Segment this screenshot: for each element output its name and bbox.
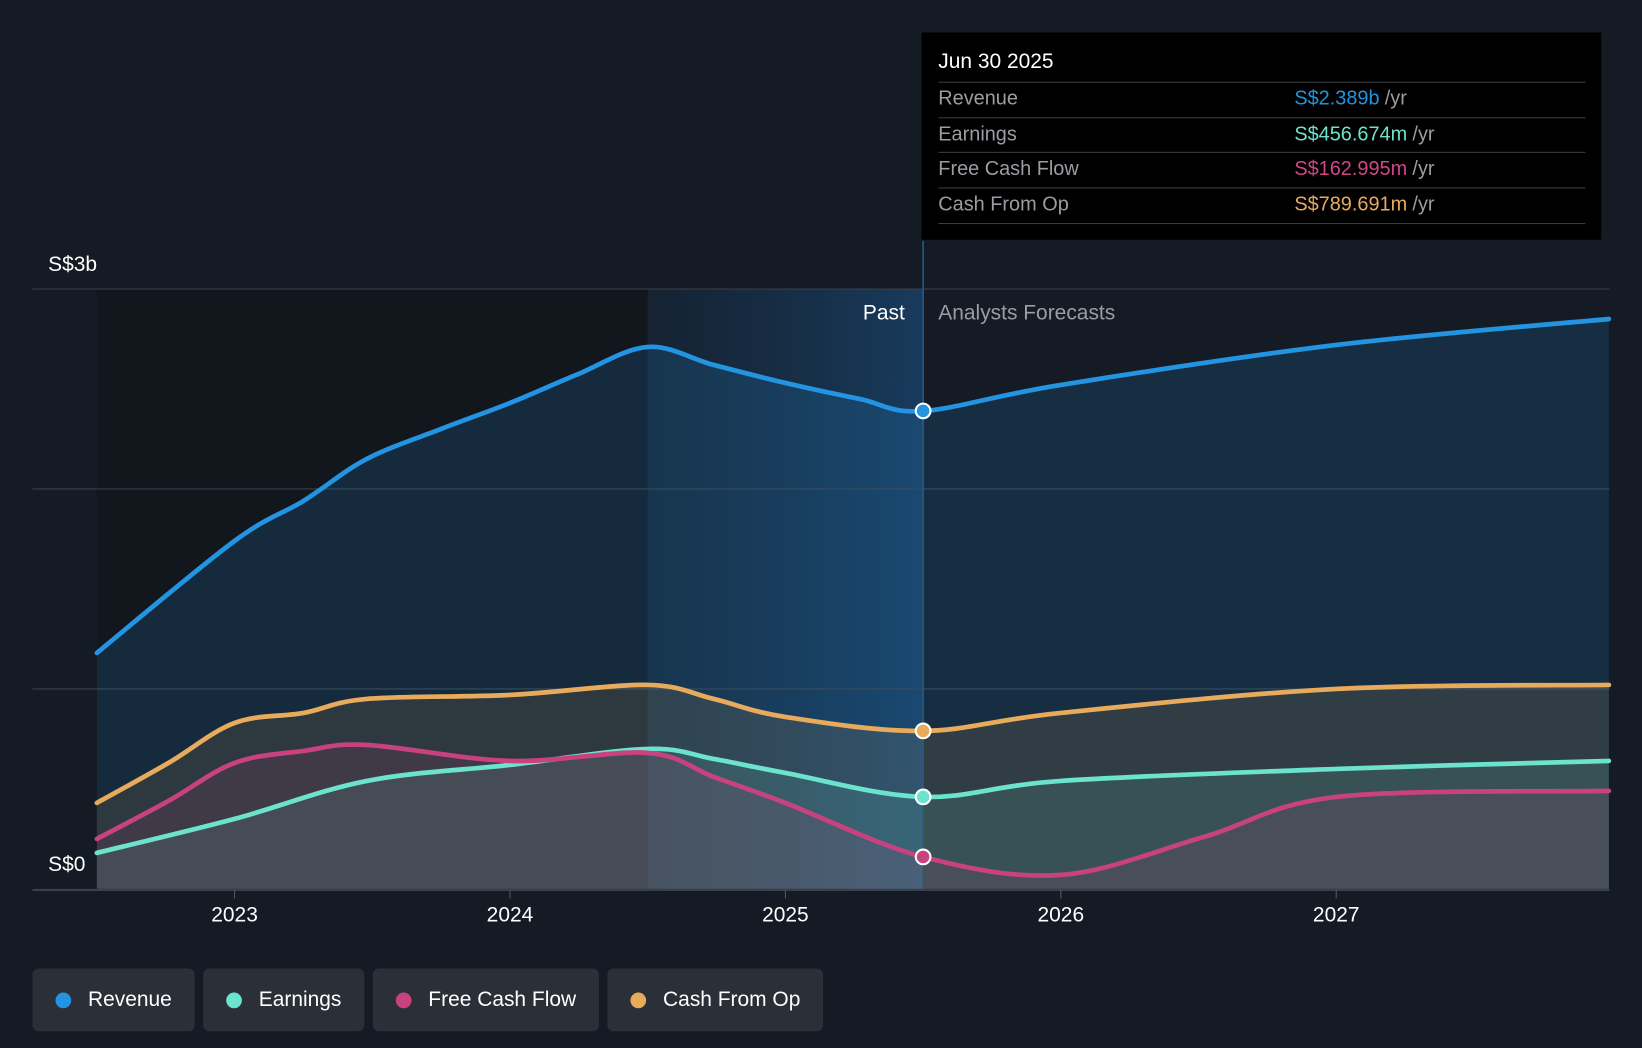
line-revenue (94, 316, 1612, 656)
tooltip-label: Free Cash Flow (938, 158, 1079, 181)
x-tick-label: 2026 (1038, 903, 1085, 926)
tooltip-row: Revenue S$2.389b/yr (938, 81, 1586, 118)
area-free-cash-flow (96, 744, 1609, 889)
tooltip-value: S$2.389b/yr (1294, 87, 1407, 110)
legend-dot-icon (55, 992, 72, 1008)
line-earnings (94, 746, 1612, 856)
legend-dot-icon (395, 992, 412, 1008)
x-tick-label: 2024 (487, 903, 534, 926)
legend-label: Revenue (87, 987, 172, 1011)
marker-cash-from-op[interactable] (914, 722, 932, 740)
legend-item-free-cash-flow[interactable]: Free Cash Flow (372, 968, 600, 1032)
area-revenue (96, 318, 1609, 889)
legend-item-earnings[interactable]: Earnings (203, 968, 365, 1032)
legend-item-cash-from-op[interactable]: Cash From Op (607, 968, 824, 1032)
line-free-cash-flow (94, 742, 1612, 878)
tooltip-value: S$456.674m/yr (1294, 123, 1435, 146)
marker-free-cash-flow[interactable] (914, 848, 932, 866)
legend-label: Cash From Op (663, 987, 801, 1011)
tooltip-label: Earnings (938, 123, 1017, 146)
legend-dot-icon (630, 992, 647, 1008)
legend-label: Earnings (258, 987, 342, 1011)
tooltip-label: Revenue (938, 87, 1018, 110)
forecast-label: Analysts Forecasts (938, 301, 1116, 325)
highlight-region (647, 288, 924, 889)
tooltip-row: Earnings S$456.674m/yr (938, 116, 1586, 153)
marker-earnings[interactable] (914, 788, 932, 806)
marker-revenue[interactable] (914, 402, 932, 420)
x-tick-label: 2025 (762, 903, 809, 926)
past-label: Past (862, 301, 905, 325)
tooltip-date: Jun 30 2025 (938, 50, 1054, 74)
area-earnings (96, 748, 1609, 889)
tooltip-row: Free Cash Flow S$162.995m/yr (938, 151, 1586, 188)
legend-dot-icon (226, 992, 242, 1008)
tooltip-value: S$162.995m/yr (1294, 158, 1435, 181)
y-label-bottom: S$0 (48, 853, 86, 877)
legend: Revenue Earnings Free Cash Flow Cash From O… (32, 968, 824, 1032)
x-tick-label: 2027 (1313, 903, 1360, 926)
legend-item-revenue[interactable]: Revenue (32, 968, 195, 1032)
y-label-top: S$3b (48, 253, 98, 277)
tooltip-value: S$789.691m/yr (1294, 193, 1435, 216)
tooltip: Jun 30 2025 Revenue S$2.389b/yr Earnings S$… (921, 32, 1602, 240)
line-cash-from-op (94, 682, 1612, 806)
tooltip-label: Cash From Op (938, 193, 1069, 216)
legend-label: Free Cash Flow (428, 987, 577, 1011)
tooltip-row: Cash From Op S$789.691m/yr (938, 186, 1586, 224)
x-tick-label: 2023 (211, 903, 258, 926)
